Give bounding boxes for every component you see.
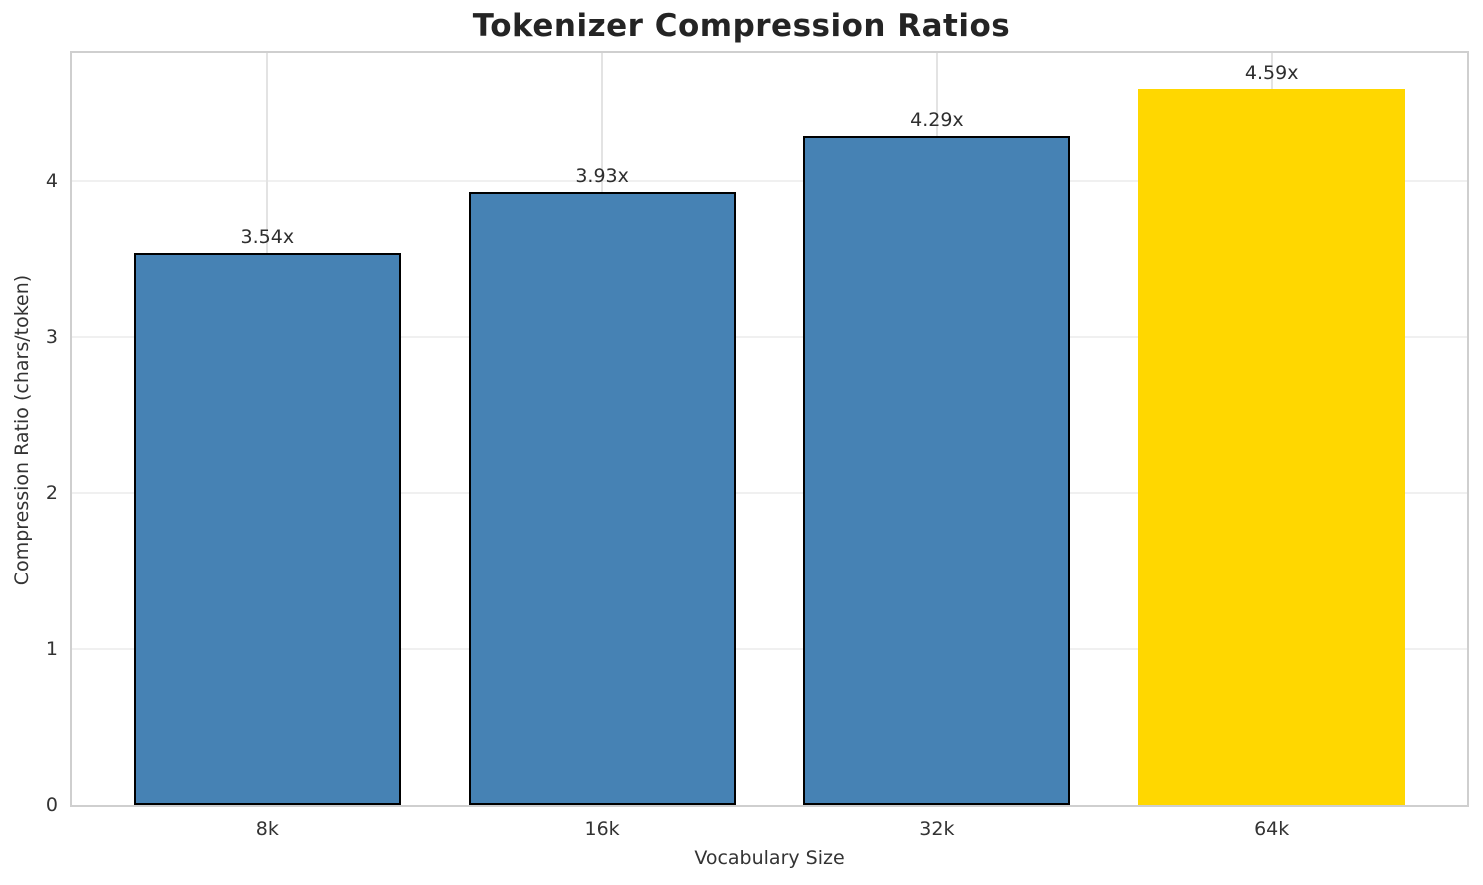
x-axis-label: Vocabulary Size <box>694 847 845 869</box>
bar-value-label: 3.93x <box>575 164 629 187</box>
bar-value-label: 4.59x <box>1244 61 1299 84</box>
y-tick-label: 2 <box>45 481 58 504</box>
gridline-horizontal <box>72 491 1467 494</box>
plot-area: 3.54x 3.93x 4.29x 4.59x <box>70 51 1469 807</box>
gridline-horizontal <box>72 647 1467 650</box>
bar-64k <box>1138 88 1406 805</box>
y-tick-label: 4 <box>45 169 58 192</box>
x-tick-label: 16k <box>584 818 620 840</box>
bar-32k <box>803 135 1071 805</box>
x-tick-label: 8k <box>255 818 279 840</box>
x-tick-label: 64k <box>1254 818 1290 840</box>
chart-title: Tokenizer Compression Ratios <box>472 8 1011 44</box>
gridline-horizontal <box>72 179 1467 182</box>
plot-inner: 3.54x 3.93x 4.29x 4.59x <box>72 53 1467 805</box>
y-tick-label: 1 <box>45 637 58 660</box>
y-tick-label: 0 <box>45 794 58 816</box>
y-tick-label: 3 <box>45 325 58 348</box>
bar-8k <box>133 252 401 805</box>
bar-value-label: 4.29x <box>910 108 964 131</box>
y-axis-label: Compression Ratio (chars/token) <box>11 274 33 586</box>
bar-value-label: 3.54x <box>240 225 295 248</box>
gridline-horizontal <box>72 335 1467 338</box>
x-tick-label: 32k <box>919 818 955 840</box>
bar-16k <box>468 191 736 805</box>
